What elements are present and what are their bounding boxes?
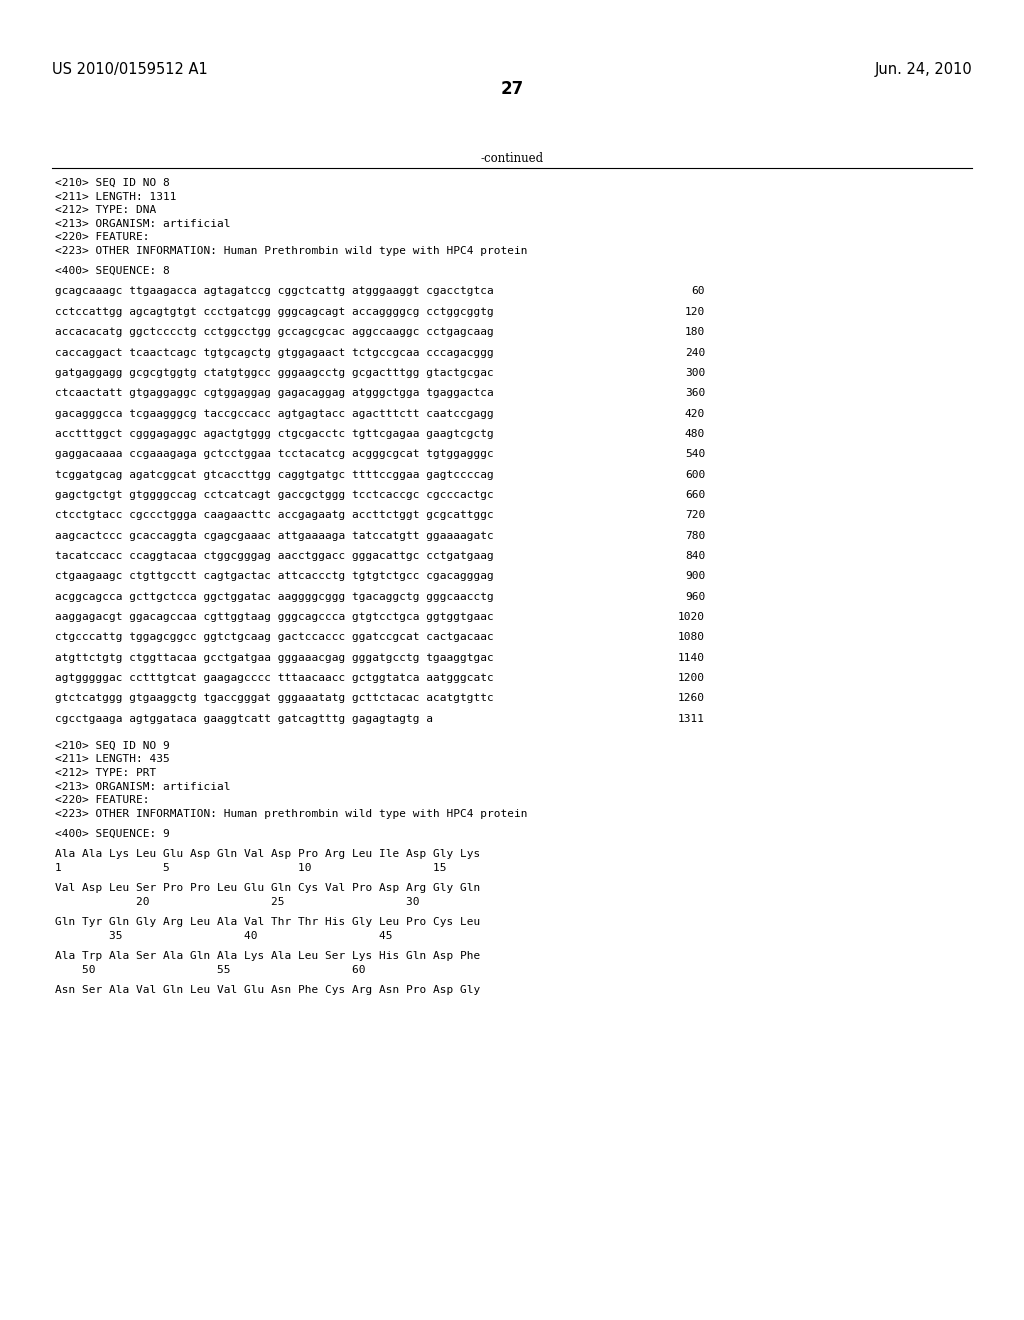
Text: <211> LENGTH: 1311: <211> LENGTH: 1311 — [55, 191, 176, 202]
Text: gacagggcca tcgaagggcg taccgccacc agtgagtacc agactttctt caatccgagg: gacagggcca tcgaagggcg taccgccacc agtgagt… — [55, 409, 494, 418]
Text: 27: 27 — [501, 81, 523, 98]
Text: <400> SEQUENCE: 9: <400> SEQUENCE: 9 — [55, 829, 170, 840]
Text: <212> TYPE: PRT: <212> TYPE: PRT — [55, 768, 157, 777]
Text: 1080: 1080 — [678, 632, 705, 643]
Text: aagcactccc gcaccaggta cgagcgaaac attgaaaaga tatccatgtt ggaaaagatc: aagcactccc gcaccaggta cgagcgaaac attgaaa… — [55, 531, 494, 541]
Text: <210> SEQ ID NO 8: <210> SEQ ID NO 8 — [55, 178, 170, 187]
Text: 600: 600 — [685, 470, 705, 479]
Text: gatgaggagg gcgcgtggtg ctatgtggcc gggaagcctg gcgactttgg gtactgcgac: gatgaggagg gcgcgtggtg ctatgtggcc gggaagc… — [55, 368, 494, 378]
Text: Ala Ala Lys Leu Glu Asp Gln Val Asp Pro Arg Leu Ile Asp Gly Lys: Ala Ala Lys Leu Glu Asp Gln Val Asp Pro … — [55, 849, 480, 859]
Text: 780: 780 — [685, 531, 705, 541]
Text: 1               5                   10                  15: 1 5 10 15 — [55, 863, 446, 873]
Text: <220> FEATURE:: <220> FEATURE: — [55, 795, 150, 805]
Text: <223> OTHER INFORMATION: Human Prethrombin wild type with HPC4 protein: <223> OTHER INFORMATION: Human Prethromb… — [55, 246, 527, 256]
Text: 240: 240 — [685, 347, 705, 358]
Text: ctgcccattg tggagcggcc ggtctgcaag gactccaccc ggatccgcat cactgacaac: ctgcccattg tggagcggcc ggtctgcaag gactcca… — [55, 632, 494, 643]
Text: -continued: -continued — [480, 152, 544, 165]
Text: 180: 180 — [685, 327, 705, 337]
Text: agtgggggac cctttgtcat gaagagcccc tttaacaacc gctggtatca aatgggcatc: agtgggggac cctttgtcat gaagagcccc tttaaca… — [55, 673, 494, 682]
Text: Asn Ser Ala Val Gln Leu Val Glu Asn Phe Cys Arg Asn Pro Asp Gly: Asn Ser Ala Val Gln Leu Val Glu Asn Phe … — [55, 985, 480, 995]
Text: cgcctgaaga agtggataca gaaggtcatt gatcagtttg gagagtagtg a: cgcctgaaga agtggataca gaaggtcatt gatcagt… — [55, 714, 433, 723]
Text: acggcagcca gcttgctcca ggctggatac aaggggcggg tgacaggctg gggcaacctg: acggcagcca gcttgctcca ggctggatac aaggggc… — [55, 591, 494, 602]
Text: 1260: 1260 — [678, 693, 705, 704]
Text: caccaggact tcaactcagc tgtgcagctg gtggagaact tctgccgcaa cccagacggg: caccaggact tcaactcagc tgtgcagctg gtggaga… — [55, 347, 494, 358]
Text: 1020: 1020 — [678, 612, 705, 622]
Text: gagctgctgt gtggggccag cctcatcagt gaccgctggg tcctcaccgc cgcccactgc: gagctgctgt gtggggccag cctcatcagt gaccgct… — [55, 490, 494, 500]
Text: 300: 300 — [685, 368, 705, 378]
Text: 1200: 1200 — [678, 673, 705, 682]
Text: <400> SEQUENCE: 8: <400> SEQUENCE: 8 — [55, 267, 170, 276]
Text: <212> TYPE: DNA: <212> TYPE: DNA — [55, 205, 157, 215]
Text: gaggacaaaa ccgaaagaga gctcctggaa tcctacatcg acgggcgcat tgtggagggc: gaggacaaaa ccgaaagaga gctcctggaa tcctaca… — [55, 449, 494, 459]
Text: 20                  25                  30: 20 25 30 — [55, 896, 420, 907]
Text: acctttggct cgggagaggc agactgtggg ctgcgacctc tgttcgagaa gaagtcgctg: acctttggct cgggagaggc agactgtggg ctgcgac… — [55, 429, 494, 440]
Text: gcagcaaagc ttgaagacca agtagatccg cggctcattg atgggaaggt cgacctgtca: gcagcaaagc ttgaagacca agtagatccg cggctca… — [55, 286, 494, 297]
Text: 960: 960 — [685, 591, 705, 602]
Text: ctcctgtacc cgccctggga caagaacttc accgagaatg accttctggt gcgcattggc: ctcctgtacc cgccctggga caagaacttc accgaga… — [55, 511, 494, 520]
Text: <223> OTHER INFORMATION: Human prethrombin wild type with HPC4 protein: <223> OTHER INFORMATION: Human prethromb… — [55, 809, 527, 818]
Text: <211> LENGTH: 435: <211> LENGTH: 435 — [55, 755, 170, 764]
Text: Ala Trp Ala Ser Ala Gln Ala Lys Ala Leu Ser Lys His Gln Asp Phe: Ala Trp Ala Ser Ala Gln Ala Lys Ala Leu … — [55, 952, 480, 961]
Text: 420: 420 — [685, 409, 705, 418]
Text: 1311: 1311 — [678, 714, 705, 723]
Text: accacacatg ggctcccctg cctggcctgg gccagcgcac aggccaaggc cctgagcaag: accacacatg ggctcccctg cctggcctgg gccagcg… — [55, 327, 494, 337]
Text: 50                  55                  60: 50 55 60 — [55, 965, 366, 974]
Text: tcggatgcag agatcggcat gtcaccttgg caggtgatgc ttttccggaa gagtccccag: tcggatgcag agatcggcat gtcaccttgg caggtga… — [55, 470, 494, 479]
Text: 1140: 1140 — [678, 653, 705, 663]
Text: Gln Tyr Gln Gly Arg Leu Ala Val Thr Thr His Gly Leu Pro Cys Leu: Gln Tyr Gln Gly Arg Leu Ala Val Thr Thr … — [55, 917, 480, 927]
Text: Val Asp Leu Ser Pro Pro Leu Glu Gln Cys Val Pro Asp Arg Gly Gln: Val Asp Leu Ser Pro Pro Leu Glu Gln Cys … — [55, 883, 480, 894]
Text: 60: 60 — [691, 286, 705, 297]
Text: 35                  40                  45: 35 40 45 — [55, 931, 392, 941]
Text: cctccattgg agcagtgtgt ccctgatcgg gggcagcagt accaggggcg cctggcggtg: cctccattgg agcagtgtgt ccctgatcgg gggcagc… — [55, 306, 494, 317]
Text: <220> FEATURE:: <220> FEATURE: — [55, 232, 150, 242]
Text: 120: 120 — [685, 306, 705, 317]
Text: 900: 900 — [685, 572, 705, 581]
Text: gtctcatggg gtgaaggctg tgaccgggat gggaaatatg gcttctacac acatgtgttc: gtctcatggg gtgaaggctg tgaccgggat gggaaat… — [55, 693, 494, 704]
Text: Jun. 24, 2010: Jun. 24, 2010 — [874, 62, 972, 77]
Text: US 2010/0159512 A1: US 2010/0159512 A1 — [52, 62, 208, 77]
Text: <213> ORGANISM: artificial: <213> ORGANISM: artificial — [55, 219, 230, 228]
Text: <210> SEQ ID NO 9: <210> SEQ ID NO 9 — [55, 741, 170, 751]
Text: 540: 540 — [685, 449, 705, 459]
Text: 360: 360 — [685, 388, 705, 399]
Text: ctgaagaagc ctgttgcctt cagtgactac attcaccctg tgtgtctgcc cgacagggag: ctgaagaagc ctgttgcctt cagtgactac attcacc… — [55, 572, 494, 581]
Text: <213> ORGANISM: artificial: <213> ORGANISM: artificial — [55, 781, 230, 792]
Text: tacatccacc ccaggtacaa ctggcgggag aacctggacc gggacattgc cctgatgaag: tacatccacc ccaggtacaa ctggcgggag aacctgg… — [55, 550, 494, 561]
Text: aaggagacgt ggacagccaa cgttggtaag gggcagccca gtgtcctgca ggtggtgaac: aaggagacgt ggacagccaa cgttggtaag gggcagc… — [55, 612, 494, 622]
Text: atgttctgtg ctggttacaa gcctgatgaa gggaaacgag gggatgcctg tgaaggtgac: atgttctgtg ctggttacaa gcctgatgaa gggaaac… — [55, 653, 494, 663]
Text: 660: 660 — [685, 490, 705, 500]
Text: 720: 720 — [685, 511, 705, 520]
Text: 480: 480 — [685, 429, 705, 440]
Text: ctcaactatt gtgaggaggc cgtggaggag gagacaggag atgggctgga tgaggactca: ctcaactatt gtgaggaggc cgtggaggag gagacag… — [55, 388, 494, 399]
Text: 840: 840 — [685, 550, 705, 561]
